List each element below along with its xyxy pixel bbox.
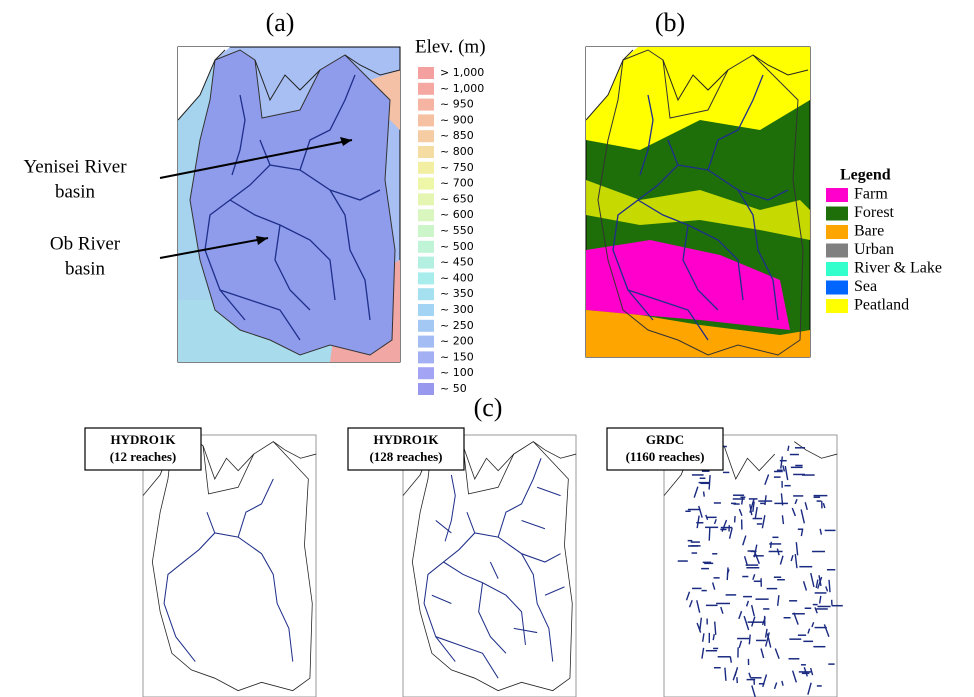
legend-label: ~ 350 [440,287,474,300]
drainage [788,446,789,451]
legend-swatch [418,304,434,316]
legend-swatch [418,178,434,190]
network-map [664,435,843,697]
network-source: HYDRO1K [374,432,440,447]
legend-swatch [826,281,848,295]
figure: (a) (b) (c) Yenisei River basin Ob River ba… [0,0,974,697]
legend-label: ~ 750 [440,161,474,174]
legend-label: Peatland [854,297,909,314]
legend-swatch [826,244,848,258]
legend-label: Urban [854,241,894,258]
drainage [709,528,710,541]
annotation: basin [55,181,96,202]
legend-label: ~ 150 [440,350,474,363]
legend-swatch [418,67,434,79]
legend-label: ~ 550 [440,224,474,237]
panel-label: (a) [266,8,295,37]
legend-swatch [418,383,434,395]
legend-swatch [418,146,434,158]
annotation: Yenisei River [23,156,127,177]
network-reaches: (128 reaches) [369,449,442,464]
legend-label: ~ 50 [440,382,467,395]
legend-swatch [826,188,848,202]
legend-swatch [418,130,434,142]
legend-label: ~ 100 [440,366,474,379]
legend-swatch [826,207,848,221]
legend-swatch [826,299,848,313]
network-map [143,435,316,697]
legend-swatch [418,257,434,269]
legend-label: ~ 600 [440,208,474,221]
legend-swatch [418,193,434,205]
legend-label: ~ 700 [440,177,474,190]
annotation: basin [65,258,106,279]
legend-swatch [418,83,434,95]
elevation-map [178,47,400,362]
legend-label: ~ 300 [440,303,474,316]
legend-swatch [418,99,434,111]
legend-label: ~ 200 [440,335,474,348]
network-source: HYDRO1K [111,432,177,447]
annotation: Ob River [50,233,121,254]
legend-swatch [418,209,434,221]
legend-label: ~ 800 [440,145,474,158]
drainage [771,542,772,548]
network-labels: HYDRO1K (12 reaches) HYDRO1K (128 reaches) G… [85,428,723,470]
network-map [403,435,576,697]
drainage [742,498,743,505]
page: {"labels": {"a": "(a)", "b": "(b)", "c":… [0,0,974,697]
network-maps [143,435,843,697]
legend-swatch [418,320,434,332]
legend-swatch [418,272,434,284]
legend-label: Farm [854,186,888,203]
legend-swatch [826,262,848,276]
legend-label: Sea [854,278,877,295]
elevation-legend: Elev. (m) > 1,000 ~ 1,000 ~ 950 ~ 900 ~ 850 ~ … [415,36,486,395]
legend-label: ~ 450 [440,256,474,269]
network-reaches: (12 reaches) [110,449,177,464]
legend-label: ~ 650 [440,192,474,205]
drainage [749,635,750,645]
legend-label: > 1,000 [440,66,484,79]
legend-swatch [418,162,434,174]
legend-swatch [418,351,434,363]
network-source: GRDC [646,432,684,447]
legend-label: ~ 500 [440,240,474,253]
legend-label: ~ 1,000 [440,82,484,95]
legend-label: ~ 250 [440,319,474,332]
legend-label: ~ 850 [440,129,474,142]
legend-swatch [418,336,434,348]
legend-title: Elev. (m) [415,36,486,57]
legend-label: ~ 950 [440,98,474,111]
network-reaches: (1160 reaches) [626,449,705,464]
drainage [704,491,705,496]
legend-swatch [418,241,434,253]
legend-swatch [418,367,434,379]
legend-label: ~ 400 [440,271,474,284]
legend-label: Forest [854,204,895,221]
legend-label: ~ 900 [440,113,474,126]
panel-label: (b) [655,8,685,37]
legend-label: Bare [854,223,884,240]
legend-swatch [418,225,434,237]
legend-swatch [418,288,434,300]
landcover-map [586,47,810,357]
legend-title: Legend [840,167,891,184]
legend-swatch [826,225,848,239]
legend-label: River & Lake [854,260,942,277]
legend-swatch [418,114,434,126]
panel-label: (c) [474,393,503,422]
drainage [709,475,710,490]
